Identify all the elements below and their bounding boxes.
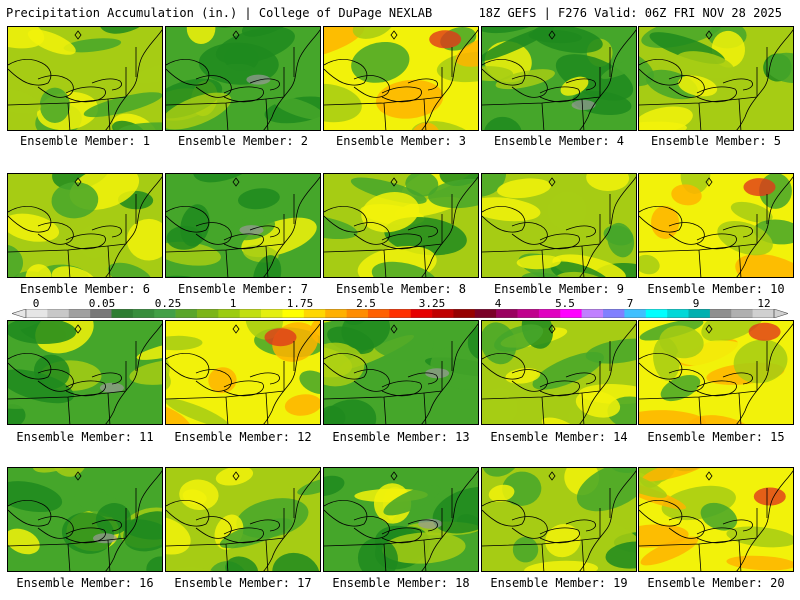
member-caption-7: Ensemble Member: 7 <box>177 282 309 296</box>
colorbar-swatch <box>752 309 775 318</box>
member-caption-13: Ensemble Member: 13 <box>332 430 470 444</box>
colorbar-swatch <box>47 309 70 318</box>
member-map-12 <box>165 320 321 425</box>
colorbar-tick-label: 1 <box>229 297 237 310</box>
chart-title: Precipitation Accumulation (in.) | Colle… <box>6 6 433 20</box>
colorbar-swatch <box>282 309 305 318</box>
member-map-7 <box>165 173 321 278</box>
member-caption-12: Ensemble Member: 12 <box>174 430 312 444</box>
member-map-2 <box>165 26 321 131</box>
colorbar-swatch <box>688 309 711 318</box>
colorbar-tick-label: 3.25 <box>418 297 446 310</box>
colorbar-swatch <box>111 309 134 318</box>
member-caption-2: Ensemble Member: 2 <box>177 134 309 148</box>
member-caption-18: Ensemble Member: 18 <box>332 576 470 590</box>
colorbar-swatch <box>474 309 497 318</box>
member-map-6 <box>7 173 163 278</box>
colorbar-swatch <box>496 309 518 318</box>
member-map-14 <box>481 320 637 425</box>
member-map-8 <box>323 173 479 278</box>
member-map-10 <box>638 173 794 278</box>
colorbar-swatch <box>560 309 582 318</box>
colorbar-swatch <box>303 309 326 318</box>
colorbar-swatch <box>261 309 283 318</box>
member-map-19 <box>481 467 637 572</box>
member-map-5 <box>638 26 794 131</box>
colorbar-swatch <box>389 309 411 318</box>
member-map-16 <box>7 467 163 572</box>
member-caption-8: Ensemble Member: 8 <box>335 282 467 296</box>
colorbar-swatch <box>645 309 668 318</box>
colorbar-swatch <box>196 309 219 318</box>
member-caption-15: Ensemble Member: 15 <box>647 430 785 444</box>
member-map-9 <box>481 173 637 278</box>
member-caption-1: Ensemble Member: 1 <box>19 134 151 148</box>
member-map-4 <box>481 26 637 131</box>
member-map-20 <box>638 467 794 572</box>
colorbar-swatch <box>667 309 689 318</box>
colorbar-swatch <box>709 309 732 318</box>
colorbar-swatch <box>175 309 198 318</box>
member-caption-20: Ensemble Member: 20 <box>647 576 785 590</box>
colorbar-tick-label: 7 <box>626 297 634 310</box>
member-caption-19: Ensemble Member: 19 <box>490 576 628 590</box>
colorbar-tick-label: 12 <box>757 297 771 310</box>
colorbar-swatch <box>218 309 241 318</box>
colorbar-swatch <box>239 309 262 318</box>
member-map-15 <box>638 320 794 425</box>
member-caption-4: Ensemble Member: 4 <box>493 134 625 148</box>
member-caption-6: Ensemble Member: 6 <box>19 282 151 296</box>
member-caption-17: Ensemble Member: 17 <box>174 576 312 590</box>
colorbar-swatch <box>517 309 540 318</box>
colorbar-swatch <box>26 309 48 318</box>
precip-colorbar <box>12 309 788 318</box>
colorbar-swatch <box>132 309 155 318</box>
member-caption-5: Ensemble Member: 5 <box>650 134 782 148</box>
colorbar-swatch <box>453 309 476 318</box>
colorbar-tick-label: 0.05 <box>88 297 116 310</box>
run-valid-time: 18Z GEFS | F276 Valid: 06Z FRI NOV 28 20… <box>478 6 782 20</box>
member-map-3 <box>323 26 479 131</box>
colorbar-swatch <box>603 309 625 318</box>
colorbar-swatch <box>624 309 647 318</box>
colorbar-tick-label: 1.75 <box>286 297 314 310</box>
colorbar-swatch <box>410 309 433 318</box>
member-map-11 <box>7 320 163 425</box>
colorbar-tick-label: 0 <box>32 297 40 310</box>
colorbar-swatch <box>432 309 454 318</box>
member-map-1 <box>7 26 163 131</box>
colorbar-tick-label: 0.25 <box>154 297 182 310</box>
member-caption-9: Ensemble Member: 9 <box>493 282 625 296</box>
member-caption-10: Ensemble Member: 10 <box>647 282 785 296</box>
colorbar-swatch <box>325 309 347 318</box>
member-caption-11: Ensemble Member: 11 <box>16 430 154 444</box>
member-caption-3: Ensemble Member: 3 <box>335 134 467 148</box>
member-caption-14: Ensemble Member: 14 <box>490 430 628 444</box>
member-caption-16: Ensemble Member: 16 <box>16 576 154 590</box>
colorbar-tick-label: 9 <box>692 297 700 310</box>
member-map-13 <box>323 320 479 425</box>
colorbar-swatch <box>346 309 369 318</box>
colorbar-swatch <box>731 309 753 318</box>
colorbar-swatch <box>538 309 561 318</box>
colorbar-tick-label: 4 <box>494 297 502 310</box>
member-map-18 <box>323 467 479 572</box>
colorbar-swatch <box>90 309 112 318</box>
colorbar-tick-label: 2.5 <box>356 297 376 310</box>
member-map-17 <box>165 467 321 572</box>
colorbar-swatch <box>581 309 604 318</box>
colorbar-low-arrow <box>12 309 27 318</box>
colorbar-swatch <box>154 309 176 318</box>
colorbar-swatch <box>68 309 91 318</box>
colorbar-swatch <box>367 309 390 318</box>
colorbar-tick-label: 5.5 <box>555 297 575 310</box>
colorbar-high-arrow <box>773 309 788 318</box>
